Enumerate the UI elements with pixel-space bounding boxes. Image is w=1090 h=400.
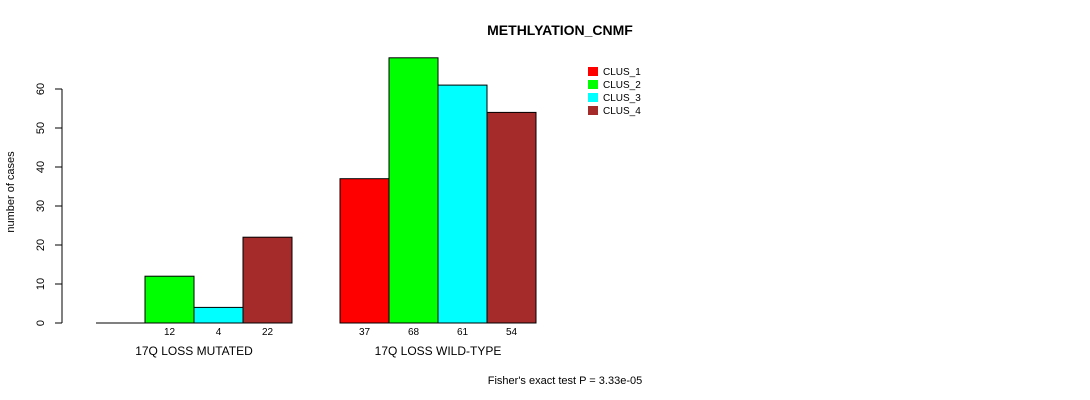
bar-clus1-group2 [339, 178, 390, 324]
legend-swatch [588, 67, 598, 76]
legend-swatch [588, 93, 598, 102]
y-tick-label: 20 [35, 239, 47, 251]
bar-value-label: 12 [164, 327, 176, 338]
bar-clus2-group1 [144, 275, 195, 324]
bar-value-label: 61 [457, 327, 469, 338]
y-tick-label: 10 [35, 278, 47, 290]
y-tick-label: 60 [35, 83, 47, 95]
legend-label: CLUS_3 [603, 93, 641, 104]
legend-label: CLUS_4 [603, 106, 641, 117]
group-labels: 17Q LOSS MUTATED 17Q LOSS WILD-TYPE [135, 344, 501, 358]
y-tick-label: 30 [35, 200, 47, 212]
y-tick-label: 50 [35, 122, 47, 134]
y-tick-label: 40 [35, 161, 47, 173]
legend-swatch [588, 106, 598, 115]
bar-value-label: 37 [359, 327, 371, 338]
bar-value-label: 68 [408, 327, 420, 338]
legend: CLUS_1 CLUS_2 CLUS_3 CLUS_4 [588, 67, 641, 117]
legend-swatch [588, 80, 598, 89]
chart-title: METHLYATION_CNMF [487, 22, 633, 38]
bar-clus3-group1 [193, 306, 244, 324]
category-label: 17Q LOSS WILD-TYPE [375, 344, 502, 358]
category-label: 17Q LOSS MUTATED [135, 344, 253, 358]
bar-clus3-group2 [437, 84, 488, 324]
bar-clus4-group1 [242, 236, 293, 324]
y-tick-label: 0 [35, 320, 47, 326]
y-axis-title: number of cases [5, 151, 17, 233]
bar-value-label: 54 [506, 327, 518, 338]
bars [96, 57, 537, 324]
bar-value-label: 22 [262, 327, 274, 338]
bar-clus4-group2 [486, 111, 537, 324]
bar-clus2-group2 [388, 57, 439, 324]
bar-value-labels: 12 4 22 37 68 61 54 [164, 327, 518, 338]
legend-label: CLUS_2 [603, 80, 641, 91]
y-axis: 0 10 20 30 40 50 60 [35, 83, 63, 326]
bar-value-label: 4 [216, 327, 222, 338]
legend-label: CLUS_1 [603, 67, 641, 78]
fisher-test-note: Fisher's exact test P = 3.33e-05 [488, 375, 642, 387]
